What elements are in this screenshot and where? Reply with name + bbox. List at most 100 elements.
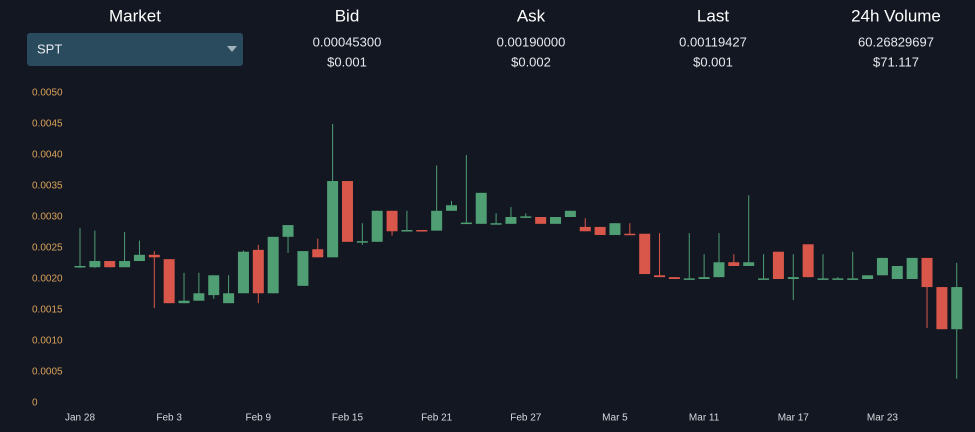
- candle-body: [535, 217, 547, 224]
- candle-body: [668, 277, 680, 279]
- candle-body: [832, 278, 844, 280]
- select-box[interactable]: [27, 33, 243, 66]
- candle-body: [728, 262, 740, 266]
- candle-body: [906, 257, 918, 279]
- select-arrow[interactable]: [227, 46, 237, 52]
- candle-body: [683, 278, 695, 280]
- column-value: $0.001: [693, 54, 733, 69]
- candle-body: [475, 192, 487, 224]
- x-tick-label: Feb 3: [156, 413, 182, 424]
- column-value: 0.00119427: [679, 34, 747, 49]
- y-tick-label: 0.0035: [32, 181, 63, 192]
- candle-body: [772, 251, 784, 279]
- candle-body: [341, 181, 353, 242]
- x-tick-label: Feb 15: [332, 413, 364, 424]
- candle-body: [639, 233, 651, 275]
- candle-body: [876, 257, 888, 276]
- candle-body: [193, 293, 205, 301]
- x-tick-label: Mar 5: [602, 413, 628, 424]
- candle-body: [654, 275, 666, 278]
- candle-body: [564, 210, 576, 217]
- column-value: $71.117: [873, 54, 919, 69]
- candle-body: [609, 223, 621, 235]
- candle-body: [921, 257, 933, 288]
- candle-body: [74, 265, 86, 268]
- market-label: Market: [109, 6, 161, 25]
- x-tick-label: Feb 21: [421, 413, 453, 424]
- candle-body: [416, 230, 428, 232]
- column-value: 0.00190000: [497, 34, 566, 49]
- candle-body: [579, 226, 591, 232]
- candle-body: [252, 249, 264, 294]
- x-tick-label: Mar 11: [689, 413, 720, 424]
- candle-body: [743, 262, 755, 266]
- candle-body: [282, 225, 294, 237]
- candle-body: [178, 300, 190, 304]
- candle-body: [787, 277, 799, 279]
- x-tick-label: Mar 17: [778, 413, 810, 424]
- x-tick-label: Feb 27: [510, 413, 542, 424]
- market-select[interactable]: SPT: [27, 33, 243, 66]
- candle-body: [698, 277, 710, 279]
- y-tick-label: 0.0015: [32, 305, 63, 316]
- candle-body: [148, 254, 160, 258]
- plot: 0 0.0005 0.0010 0.0015 0.0020 0.0025 0.0030 0.0…: [32, 88, 963, 424]
- candle-body: [223, 293, 235, 304]
- column-label: Last: [697, 6, 729, 25]
- candle-body: [951, 287, 963, 330]
- y-tick-label: 0.0025: [32, 243, 63, 254]
- column-label: 24h Volume: [851, 6, 941, 25]
- candle-body: [89, 261, 101, 268]
- candle-body: [550, 217, 562, 224]
- candle-body: [817, 278, 829, 280]
- candle-body: [237, 251, 249, 294]
- x-tick-label: Jan 28: [65, 413, 95, 424]
- y-tick-label: 0.0050: [32, 88, 63, 99]
- candle-body: [208, 275, 220, 296]
- candle-body: [490, 223, 502, 225]
- x-tick-label: Feb 9: [246, 413, 272, 424]
- candle-body: [356, 241, 368, 243]
- y-tick-label: 0.0040: [32, 150, 63, 161]
- candle-body: [371, 210, 383, 242]
- candle-body: [862, 275, 874, 279]
- y-tick-label: 0.0005: [32, 367, 63, 378]
- select-value[interactable]: SPT: [37, 41, 62, 56]
- candle-body: [104, 261, 116, 268]
- candle-body: [267, 236, 279, 294]
- candle-body: [163, 259, 175, 304]
- candle-body: [431, 210, 443, 231]
- ticker-columns: Bid 0.00045300 $0.001 Ask 0.00190000 $0.002 La…: [313, 6, 941, 69]
- candle-body: [460, 222, 472, 225]
- y-tick-label: 0: [32, 398, 38, 409]
- column-value: 60.26829697: [858, 34, 934, 49]
- candle-body: [297, 251, 309, 286]
- candle-body: [505, 217, 517, 224]
- candle-body: [802, 244, 814, 278]
- candle-body: [401, 230, 413, 232]
- column-value: $0.001: [327, 54, 367, 69]
- column-label: Bid: [335, 6, 360, 25]
- candle-body: [119, 261, 131, 268]
- candle-body: [758, 278, 770, 280]
- candle-body: [327, 181, 339, 258]
- candle-body: [446, 205, 457, 211]
- column-value: $0.002: [511, 54, 551, 69]
- column-label: Ask: [517, 6, 546, 25]
- y-tick-label: 0.0045: [32, 119, 63, 130]
- column-value: 0.00045300: [313, 34, 382, 49]
- candle-body: [936, 287, 948, 330]
- y-tick-label: 0.0030: [32, 212, 63, 223]
- candle-body: [386, 210, 398, 232]
- candle-body: [133, 254, 145, 262]
- candle-body: [520, 216, 532, 218]
- y-tick-label: 0.0010: [32, 336, 63, 347]
- candle-body: [847, 278, 859, 280]
- x-tick-label: Mar 23: [867, 413, 899, 424]
- candle-body: [594, 226, 606, 235]
- candle-body: [713, 262, 725, 278]
- y-tick-label: 0.0020: [32, 274, 63, 285]
- candle-body: [891, 265, 903, 279]
